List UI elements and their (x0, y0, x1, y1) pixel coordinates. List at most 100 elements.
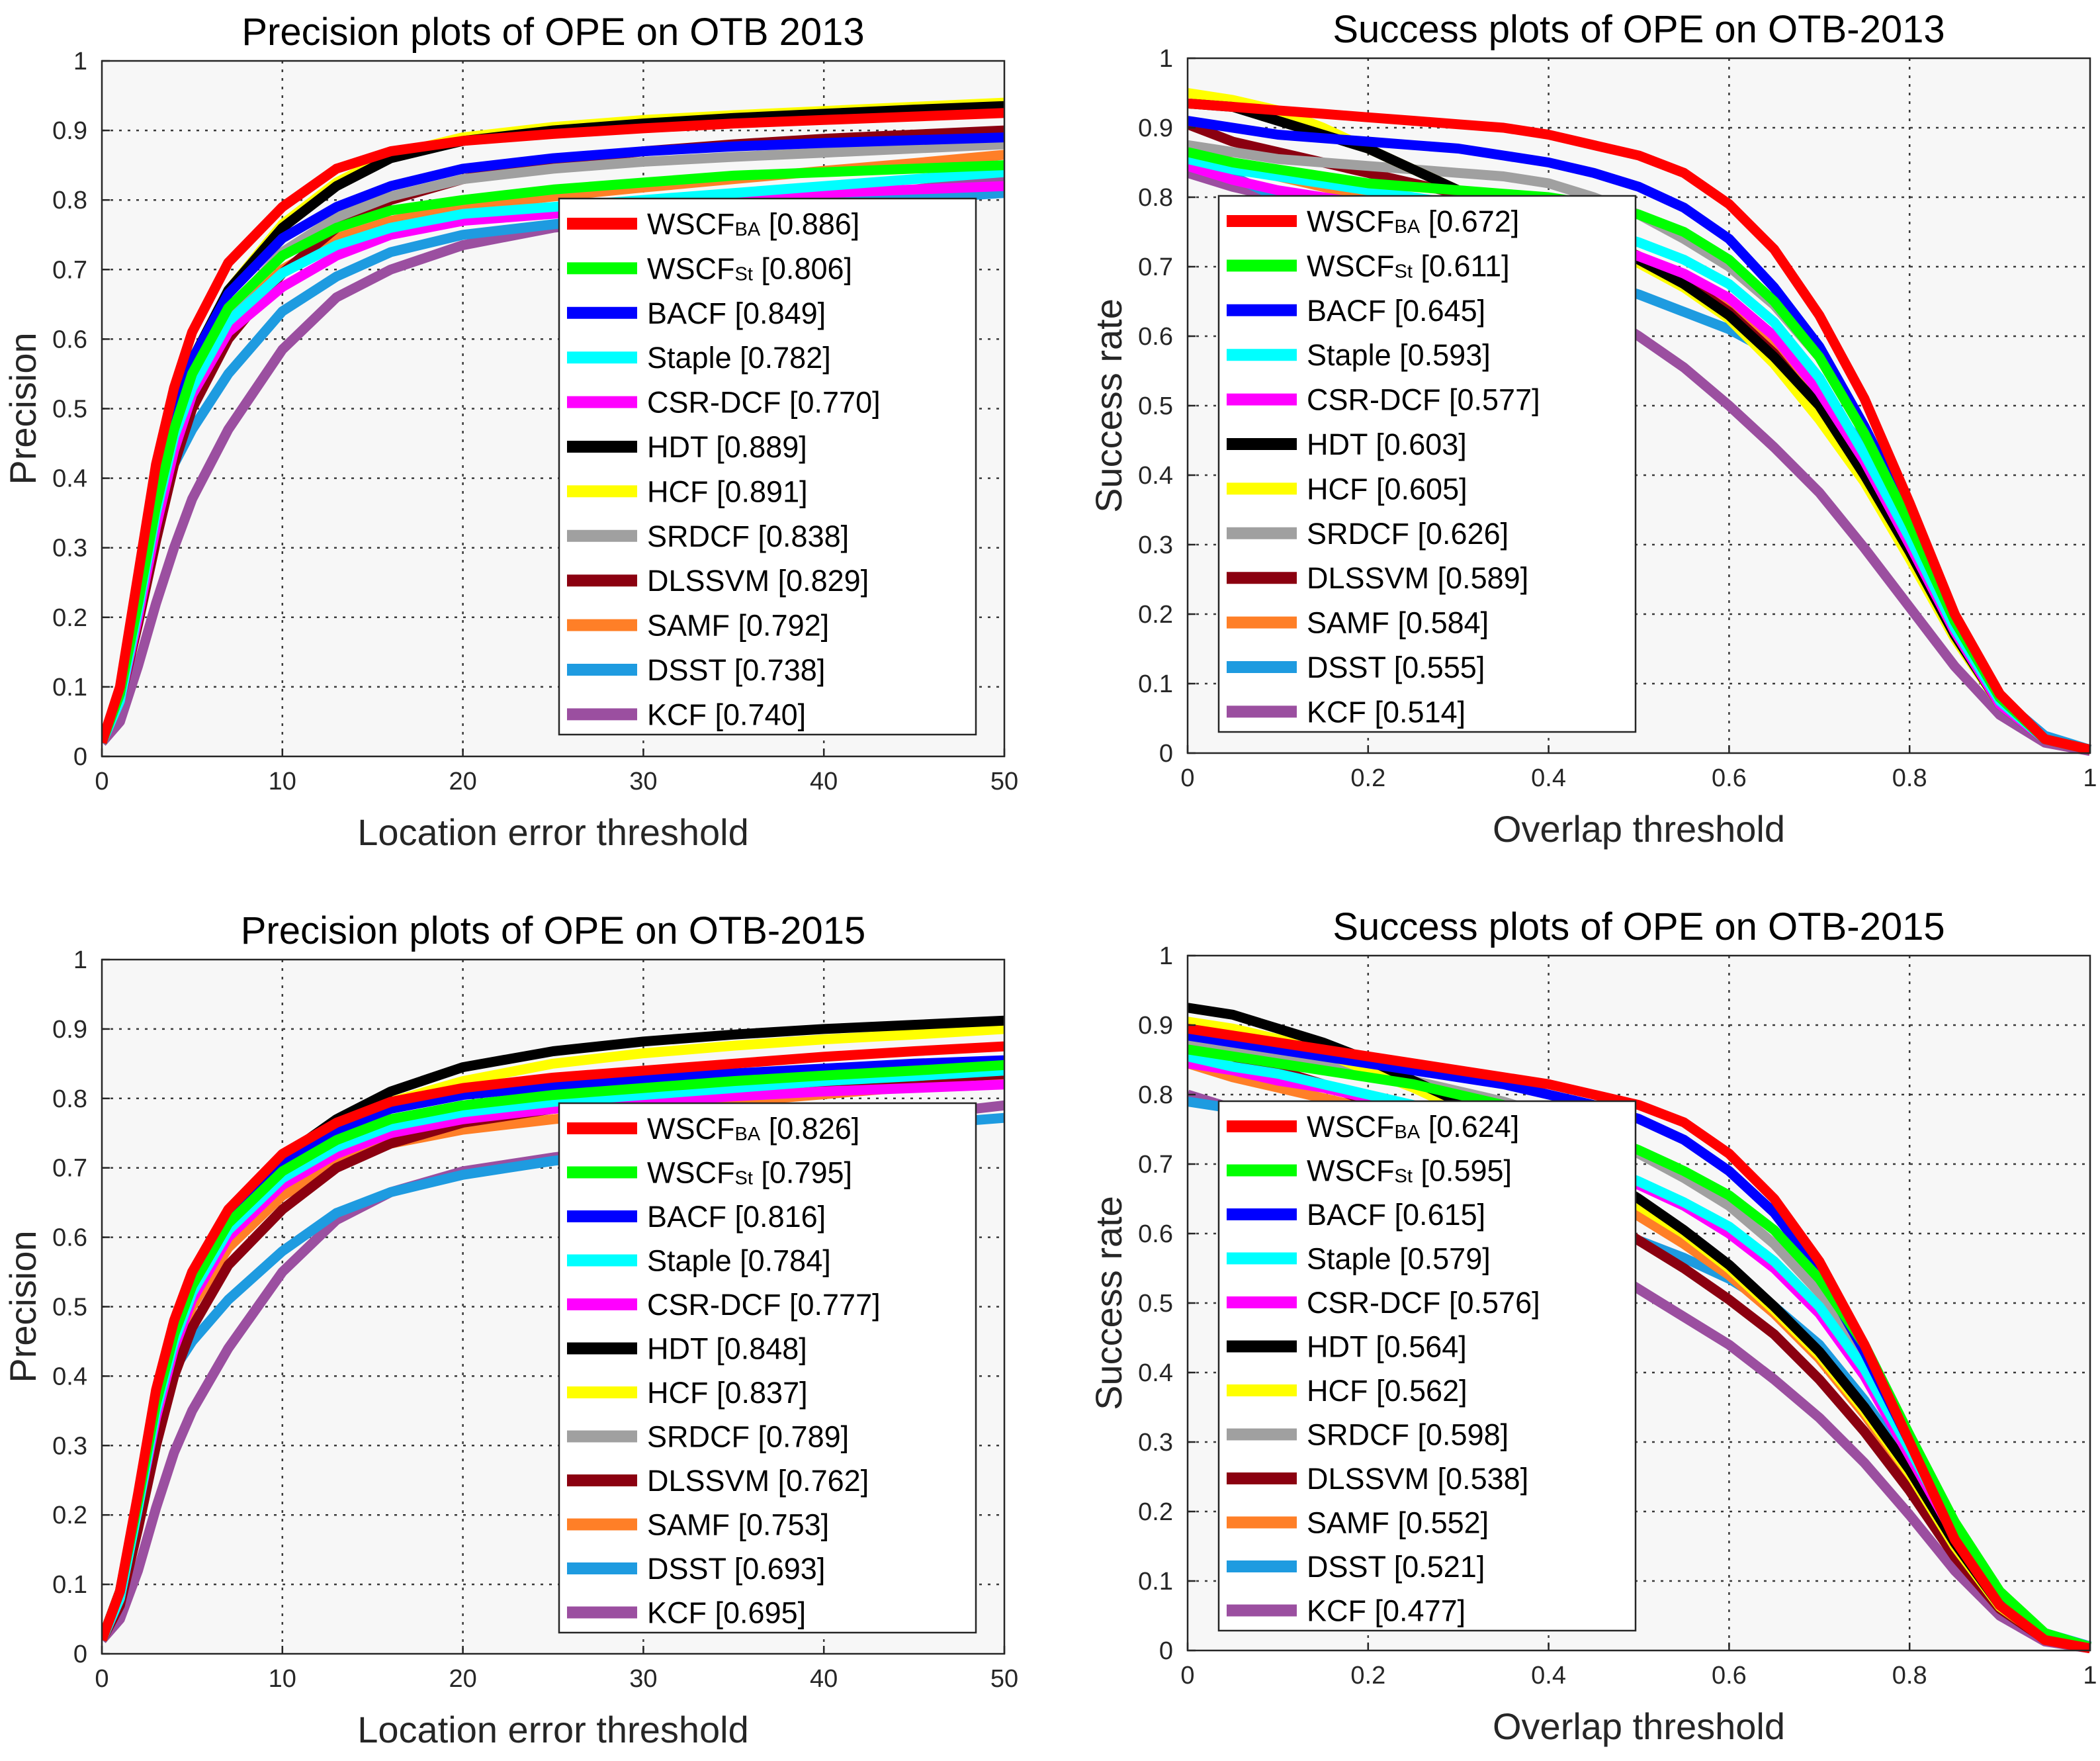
legend-series-score: [0.738] (734, 653, 826, 687)
legend-label: DLSSVM [0.538] (1307, 1462, 1528, 1496)
legend-series-score: [0.848] (716, 1332, 807, 1366)
legend-box (558, 1102, 977, 1634)
legend-space (1429, 1462, 1438, 1496)
legend-entry: BACF [0.615] (1227, 1198, 1485, 1232)
legend-space (1368, 428, 1376, 461)
legend-series-score: [0.753] (738, 1508, 830, 1542)
y-tick-label: 0 (1159, 740, 1173, 768)
series-line-wscf-st (1188, 1044, 2092, 1652)
y-tick-label: 0.7 (1138, 253, 1173, 281)
legend: WSCFBA [0.826]WSCFSt [0.795]BACF [0.816]… (558, 1102, 977, 1634)
x-tick-label: 0.4 (1531, 1662, 1566, 1690)
legend-space (1385, 651, 1394, 684)
legend-entry: WSCFBA [0.826] (567, 1112, 859, 1146)
y-axis-label: Precision (2, 332, 44, 484)
legend-series-name: BACF (1307, 1198, 1386, 1232)
legend-space (753, 251, 762, 285)
y-tick-label: 0.5 (52, 396, 87, 424)
legend-series-subscript: St (1394, 1166, 1412, 1187)
legend-entry: HDT [0.603] (1227, 428, 1467, 461)
y-tick-label: 0.7 (52, 256, 87, 284)
x-axis-label: Overlap threshold (1493, 1705, 1785, 1747)
legend-series-name: CSR-DCF (647, 1288, 781, 1322)
legend-space (753, 1156, 762, 1190)
legend-series-name: KCF (1307, 695, 1366, 729)
legend-series-score: [0.886] (769, 207, 860, 241)
legend-label: KCF [0.514] (1307, 695, 1466, 729)
legend-series-score: [0.624] (1428, 1110, 1520, 1144)
legend-label: BACF [0.615] (1307, 1198, 1485, 1232)
legend-space (1420, 1110, 1428, 1144)
y-tick-label: 0.3 (52, 1432, 87, 1460)
legend-entry: DLSSVM [0.762] (567, 1464, 869, 1498)
series-line-wscf-ba (102, 1041, 1005, 1642)
legend-entry: WSCFSt [0.595] (1227, 1154, 1512, 1188)
legend-entry: HDT [0.889] (567, 430, 807, 464)
legend-label: WSCFBA [0.672] (1307, 204, 1519, 238)
legend-label: HDT [0.564] (1307, 1330, 1467, 1364)
y-tick-label: 0.6 (52, 326, 87, 353)
legend-entry: BACF [0.849] (567, 296, 826, 330)
legend-label: SRDCF [0.838] (647, 519, 849, 553)
legend-space (781, 386, 789, 420)
legend-space (1420, 204, 1428, 238)
legend-series-name: WSCF (1307, 249, 1394, 283)
legend-space (726, 1552, 734, 1586)
series-line-wscf-ba (1188, 1023, 2091, 1653)
chart-title: Success plots of OPE on OTB-2013 (1333, 8, 1945, 51)
legend-space (750, 519, 758, 553)
legend-series-score: [0.576] (1449, 1286, 1540, 1320)
legend-label: DLSSVM [0.589] (1307, 561, 1528, 595)
legend-space (732, 1244, 740, 1278)
legend-series-subscript: St (734, 263, 752, 285)
legend-space (1385, 1550, 1394, 1584)
legend-space (769, 564, 778, 598)
legend-series-score: [0.849] (735, 296, 826, 330)
y-tick-label: 0.9 (52, 1016, 87, 1044)
legend-entry: KCF [0.477] (1227, 1594, 1466, 1628)
series-line-wscf-st (102, 160, 1005, 745)
legend-series-name: HCF (1307, 472, 1368, 506)
legend-series-score: [0.626] (1418, 517, 1509, 551)
y-tick-label: 0.7 (1138, 1151, 1173, 1179)
y-tick-label: 0.6 (1138, 323, 1173, 351)
legend-series-score: [0.611] (1421, 249, 1509, 283)
legend-space (708, 474, 717, 508)
y-tick-label: 0.8 (1138, 1081, 1173, 1109)
x-tick-label: 0.4 (1531, 764, 1566, 792)
legend-series-score: [0.589] (1438, 561, 1529, 595)
x-tick-label: 20 (449, 1665, 476, 1693)
legend-series-subscript: BA (734, 219, 760, 240)
legend-series-score: [0.645] (1395, 294, 1486, 328)
x-tick-label: 30 (629, 768, 657, 795)
legend-series-name: Staple (647, 1244, 732, 1278)
legend-label: HDT [0.848] (647, 1332, 807, 1366)
legend-space (1386, 294, 1395, 328)
legend-series-name: BACF (1307, 294, 1386, 328)
legend-series-name: HDT (1307, 1330, 1368, 1364)
legend-label: WSCFSt [0.595] (1307, 1154, 1512, 1188)
legend-space (1368, 1374, 1376, 1408)
legend-series-score: [0.615] (1395, 1198, 1486, 1232)
y-tick-label: 0.1 (1138, 1568, 1173, 1596)
legend-series-name: HCF (647, 474, 708, 508)
x-tick-label: 0.8 (1892, 1662, 1927, 1690)
legend-series-name: DSST (647, 653, 726, 687)
legend-entry: HCF [0.837] (567, 1376, 808, 1410)
legend-series-score: [0.740] (715, 698, 807, 731)
legend-series-subscript: BA (734, 1124, 760, 1145)
legend-label: Staple [0.593] (1307, 338, 1491, 372)
legend-series-name: SAMF (647, 609, 730, 643)
legend-series-score: [0.816] (735, 1200, 826, 1234)
legend-space (1389, 606, 1398, 640)
legend-entry: WSCFBA [0.624] (1227, 1110, 1519, 1144)
legend-series-score: [0.538] (1438, 1462, 1529, 1496)
x-tick-label: 0.8 (1892, 764, 1927, 792)
legend-entry: DSST [0.693] (567, 1552, 825, 1586)
legend-series-name: KCF (647, 1596, 707, 1630)
x-tick-label: 0 (95, 1665, 109, 1693)
legend-series-name: HDT (647, 1332, 708, 1366)
legend-series-name: DSST (647, 1552, 726, 1586)
legend-series-score: [0.593] (1399, 338, 1491, 372)
legend-label: Staple [0.782] (647, 341, 831, 375)
